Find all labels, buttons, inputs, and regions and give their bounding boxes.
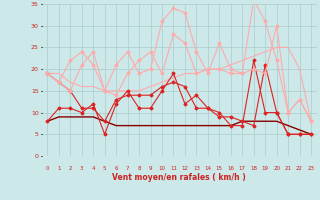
X-axis label: Vent moyen/en rafales ( km/h ): Vent moyen/en rafales ( km/h )	[112, 174, 246, 183]
